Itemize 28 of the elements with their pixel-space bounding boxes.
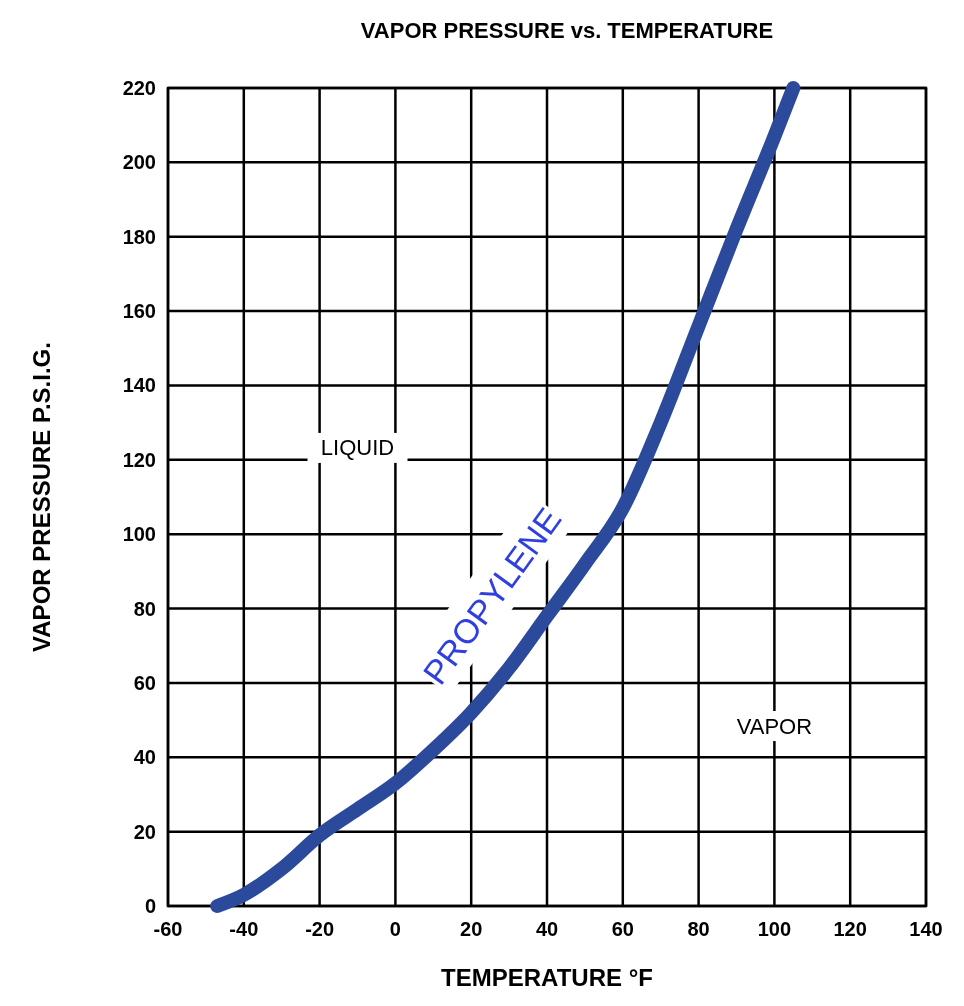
- y-tick-label: 80: [133, 597, 156, 620]
- y-tick-label: 200: [122, 151, 156, 174]
- x-tick-label: 0: [389, 918, 401, 940]
- y-tick-label: 40: [133, 746, 156, 769]
- x-tick-label: -60: [153, 918, 183, 940]
- y-tick-label: 100: [122, 523, 156, 546]
- x-tick-label: -40: [229, 918, 259, 940]
- x-tick-label: 40: [535, 918, 559, 940]
- y-tick-label: 140: [122, 374, 156, 397]
- x-tick-label: 80: [687, 918, 710, 940]
- y-tick-label: 20: [133, 820, 156, 843]
- y-tick-label: 220: [122, 77, 156, 99]
- y-tick-label: 160: [122, 300, 156, 323]
- y-axis-title: VAPOR PRESSURE P.S.I.G.: [28, 342, 55, 652]
- annotation: VAPOR: [736, 713, 813, 739]
- chart-title: VAPOR PRESSURE vs. TEMPERATURE: [360, 18, 774, 43]
- x-tick-label: 60: [611, 918, 634, 940]
- x-axis-title: TEMPERATURE °F: [441, 964, 653, 991]
- y-tick-label: 0: [144, 895, 156, 917]
- y-tick-label: 60: [133, 671, 156, 694]
- x-tick-label: 140: [909, 918, 943, 940]
- y-tick-label: 120: [122, 448, 156, 471]
- x-tick-label: 120: [833, 918, 867, 940]
- y-tick-label: 180: [122, 225, 156, 248]
- annotation: LIQUID: [320, 435, 395, 461]
- x-tick-label: -20: [305, 918, 335, 940]
- x-tick-label: 100: [757, 918, 792, 940]
- x-tick-label: 20: [460, 918, 483, 940]
